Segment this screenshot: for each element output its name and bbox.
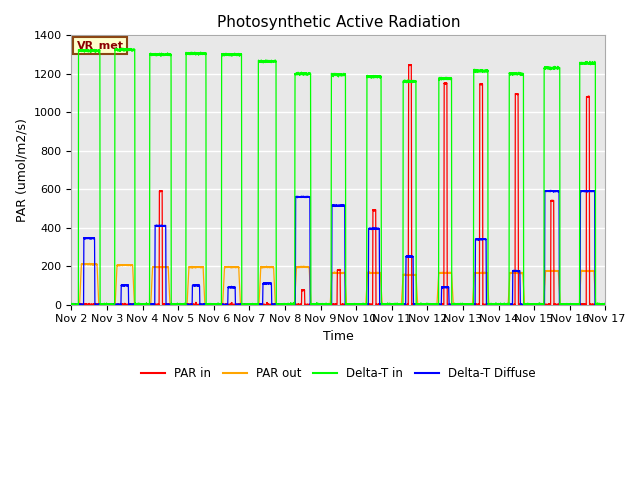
- Text: VR_met: VR_met: [77, 41, 124, 51]
- Legend: PAR in, PAR out, Delta-T in, Delta-T Diffuse: PAR in, PAR out, Delta-T in, Delta-T Dif…: [136, 362, 540, 385]
- Y-axis label: PAR (umol/m2/s): PAR (umol/m2/s): [15, 118, 28, 222]
- Title: Photosynthetic Active Radiation: Photosynthetic Active Radiation: [216, 15, 460, 30]
- X-axis label: Time: Time: [323, 330, 354, 343]
